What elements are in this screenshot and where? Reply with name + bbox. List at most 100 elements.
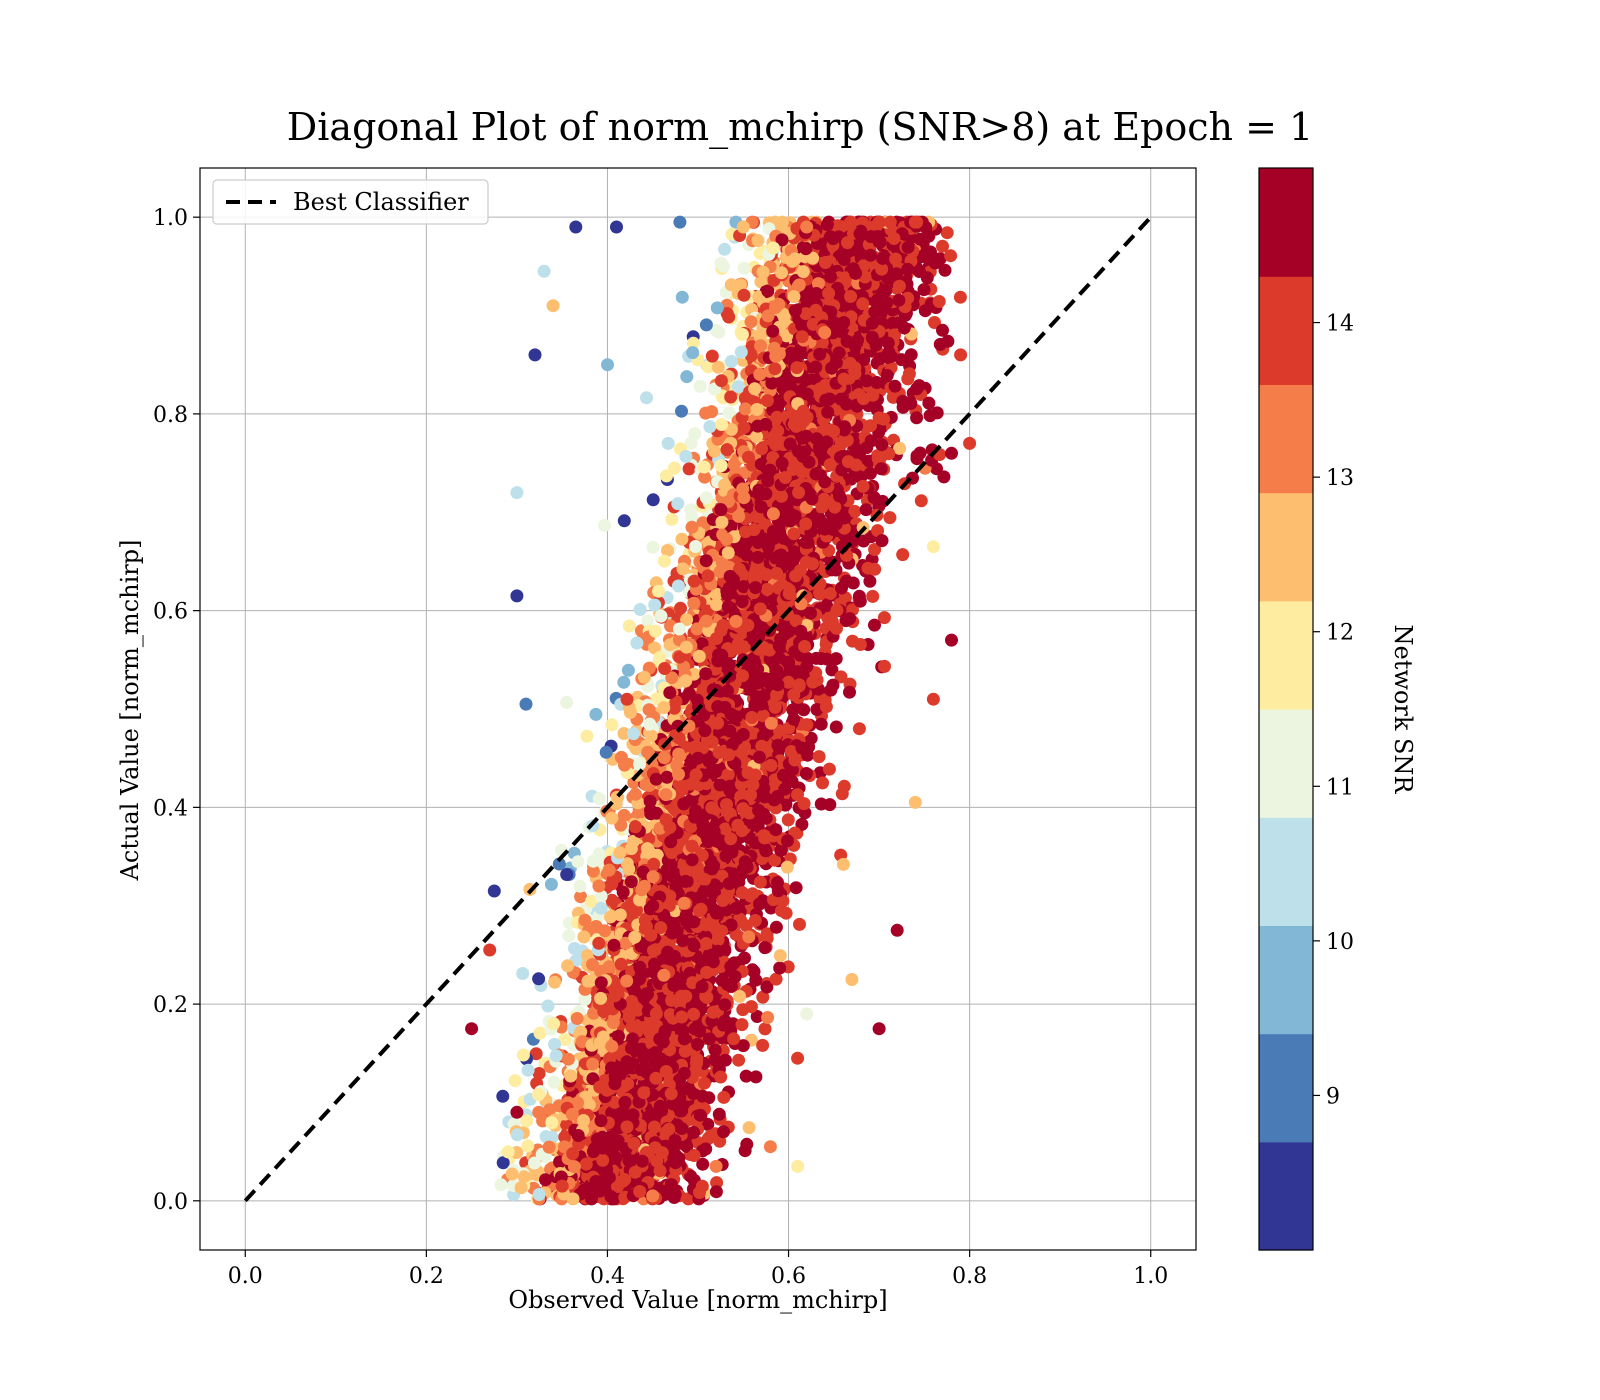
scatter-point [640,391,653,405]
scatter-point [735,1018,749,1032]
scatter-point [816,776,829,790]
scatter-point [801,536,815,549]
scatter-point [877,611,891,625]
scatter-point [633,757,646,771]
scatter-point [867,490,881,504]
scatter-point [736,1039,750,1053]
scatter-point [888,379,902,393]
scatter-point [749,973,763,987]
scatter-point [928,316,941,329]
scatter-point [558,1130,572,1144]
scatter-point [710,587,724,601]
scatter-point [718,1053,732,1067]
scatter-point [682,462,696,476]
scatter-point [797,703,811,717]
scatter-point [698,470,712,484]
scatter-point [711,360,725,374]
scatter-point [516,967,530,980]
scatter-point [646,540,660,554]
scatter-point [938,263,952,277]
scatter-point [734,278,747,292]
scatter-point [814,797,828,811]
scatter-point [646,493,660,507]
scatter-point [604,910,617,924]
scatter-point [936,239,949,253]
scatter-point [774,843,788,857]
scatter-point [578,913,592,927]
scatter-point [589,707,603,721]
scatter-point [532,1067,546,1080]
scatter-point [825,663,839,677]
scatter-point [742,1121,756,1135]
scatter-point [660,469,673,483]
scatter-point [727,458,741,472]
scatter-point [574,890,588,904]
scatter-point [617,675,631,689]
scatter-point [738,951,751,965]
scatter-point [693,379,707,393]
scatter-point [696,516,710,530]
scatter-point [561,959,575,973]
scatter-point [896,548,910,562]
scatter-point [756,990,770,1004]
scatter-point [496,1089,510,1103]
scatter-point [813,586,826,600]
scatter-point [738,1144,752,1158]
scatter-point [848,504,862,518]
scatter-point [616,885,630,899]
scatter-point [665,512,679,526]
scatter-point [853,594,867,608]
scatter-point [736,1003,750,1017]
scatter-point [574,1025,588,1039]
scatter-point [822,762,836,776]
scatter-point [859,503,873,517]
scatter-point [819,700,833,714]
scatter-point [795,817,809,831]
scatter-point [560,868,574,881]
scatter-point [729,901,743,915]
scatter-point [696,1089,709,1103]
scatter-point [622,619,636,633]
scatter-point [564,1069,578,1083]
chart-title: Diagonal Plot of norm_mchirp (SNR>8) at … [287,105,1313,150]
scatter-point [781,675,795,689]
scatter-point [668,461,681,475]
scatter-point [789,881,803,895]
scatter-point [679,674,693,688]
scatter-point [791,788,804,802]
scatter-point [769,920,783,934]
scatter-point [532,1105,546,1119]
scatter-point [914,494,928,508]
scatter-point [699,318,713,332]
scatter-point [520,1114,534,1128]
scatter-point [547,1075,561,1089]
scatter-point [641,614,655,628]
scatter-point [617,727,631,740]
scatter-point [594,889,608,903]
scatter-point [918,304,932,318]
scatter-point [680,613,694,627]
scatter-point [701,360,715,374]
scatter-point [760,927,774,941]
scatter-point [675,532,689,546]
scatter-point [836,857,850,871]
scatter-point [769,972,783,986]
scatter-point [878,659,891,673]
scatter-points [465,215,977,1206]
scatter-point [568,942,581,955]
scatter-point [710,301,724,315]
scatter-point [494,1178,508,1192]
scatter-point [837,779,851,793]
scatter-point [648,641,661,655]
scatter-point [894,353,908,367]
scatter-point [685,511,699,525]
scatter-point [786,462,800,476]
scatter-point [592,792,606,805]
scatter-point [552,857,566,871]
scatter-point [866,589,880,603]
scatter-point [548,975,562,989]
scatter-point [809,360,823,374]
scatter-point [857,534,871,548]
scatter-point [496,1156,510,1170]
